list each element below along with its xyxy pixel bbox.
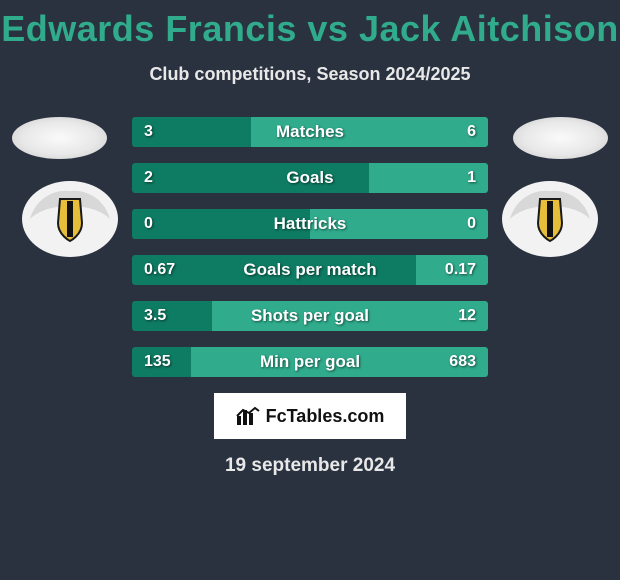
title-player-left: Edwards Francis: [1, 8, 297, 49]
bar-label: Shots per goal: [132, 301, 488, 331]
stat-bar-row: 3.512Shots per goal: [132, 301, 488, 331]
comparison-area: 36Matches 21Goals 00Hattricks 0.670.17Goals…: [0, 117, 620, 377]
crest-icon: [500, 175, 600, 263]
club-crest-right: [500, 175, 600, 263]
stat-bar-row: 0.670.17Goals per match: [132, 255, 488, 285]
bar-label: Min per goal: [132, 347, 488, 377]
page-title: Edwards Francis vs Jack Aitchison: [0, 0, 620, 50]
bar-label: Matches: [132, 117, 488, 147]
brand-text: FcTables.com: [266, 406, 385, 427]
stat-bar-row: 00Hattricks: [132, 209, 488, 239]
title-player-right: Jack Aitchison: [359, 8, 619, 49]
stat-bar-row: 135683Min per goal: [132, 347, 488, 377]
date-text: 19 september 2024: [0, 455, 620, 477]
title-vs: vs: [307, 8, 348, 49]
player-photo-left: [12, 117, 107, 159]
bar-label: Goals per match: [132, 255, 488, 285]
crest-icon: [20, 175, 120, 263]
subtitle: Club competitions, Season 2024/2025: [0, 64, 620, 85]
stat-bar-row: 21Goals: [132, 163, 488, 193]
player-photo-right: [513, 117, 608, 159]
club-crest-left: [20, 175, 120, 263]
stat-bar-row: 36Matches: [132, 117, 488, 147]
brand-badge: FcTables.com: [214, 393, 406, 439]
bar-label: Goals: [132, 163, 488, 193]
stat-bars: 36Matches 21Goals 00Hattricks 0.670.17Goals…: [132, 117, 488, 377]
brand-icon: [236, 406, 260, 426]
bar-label: Hattricks: [132, 209, 488, 239]
